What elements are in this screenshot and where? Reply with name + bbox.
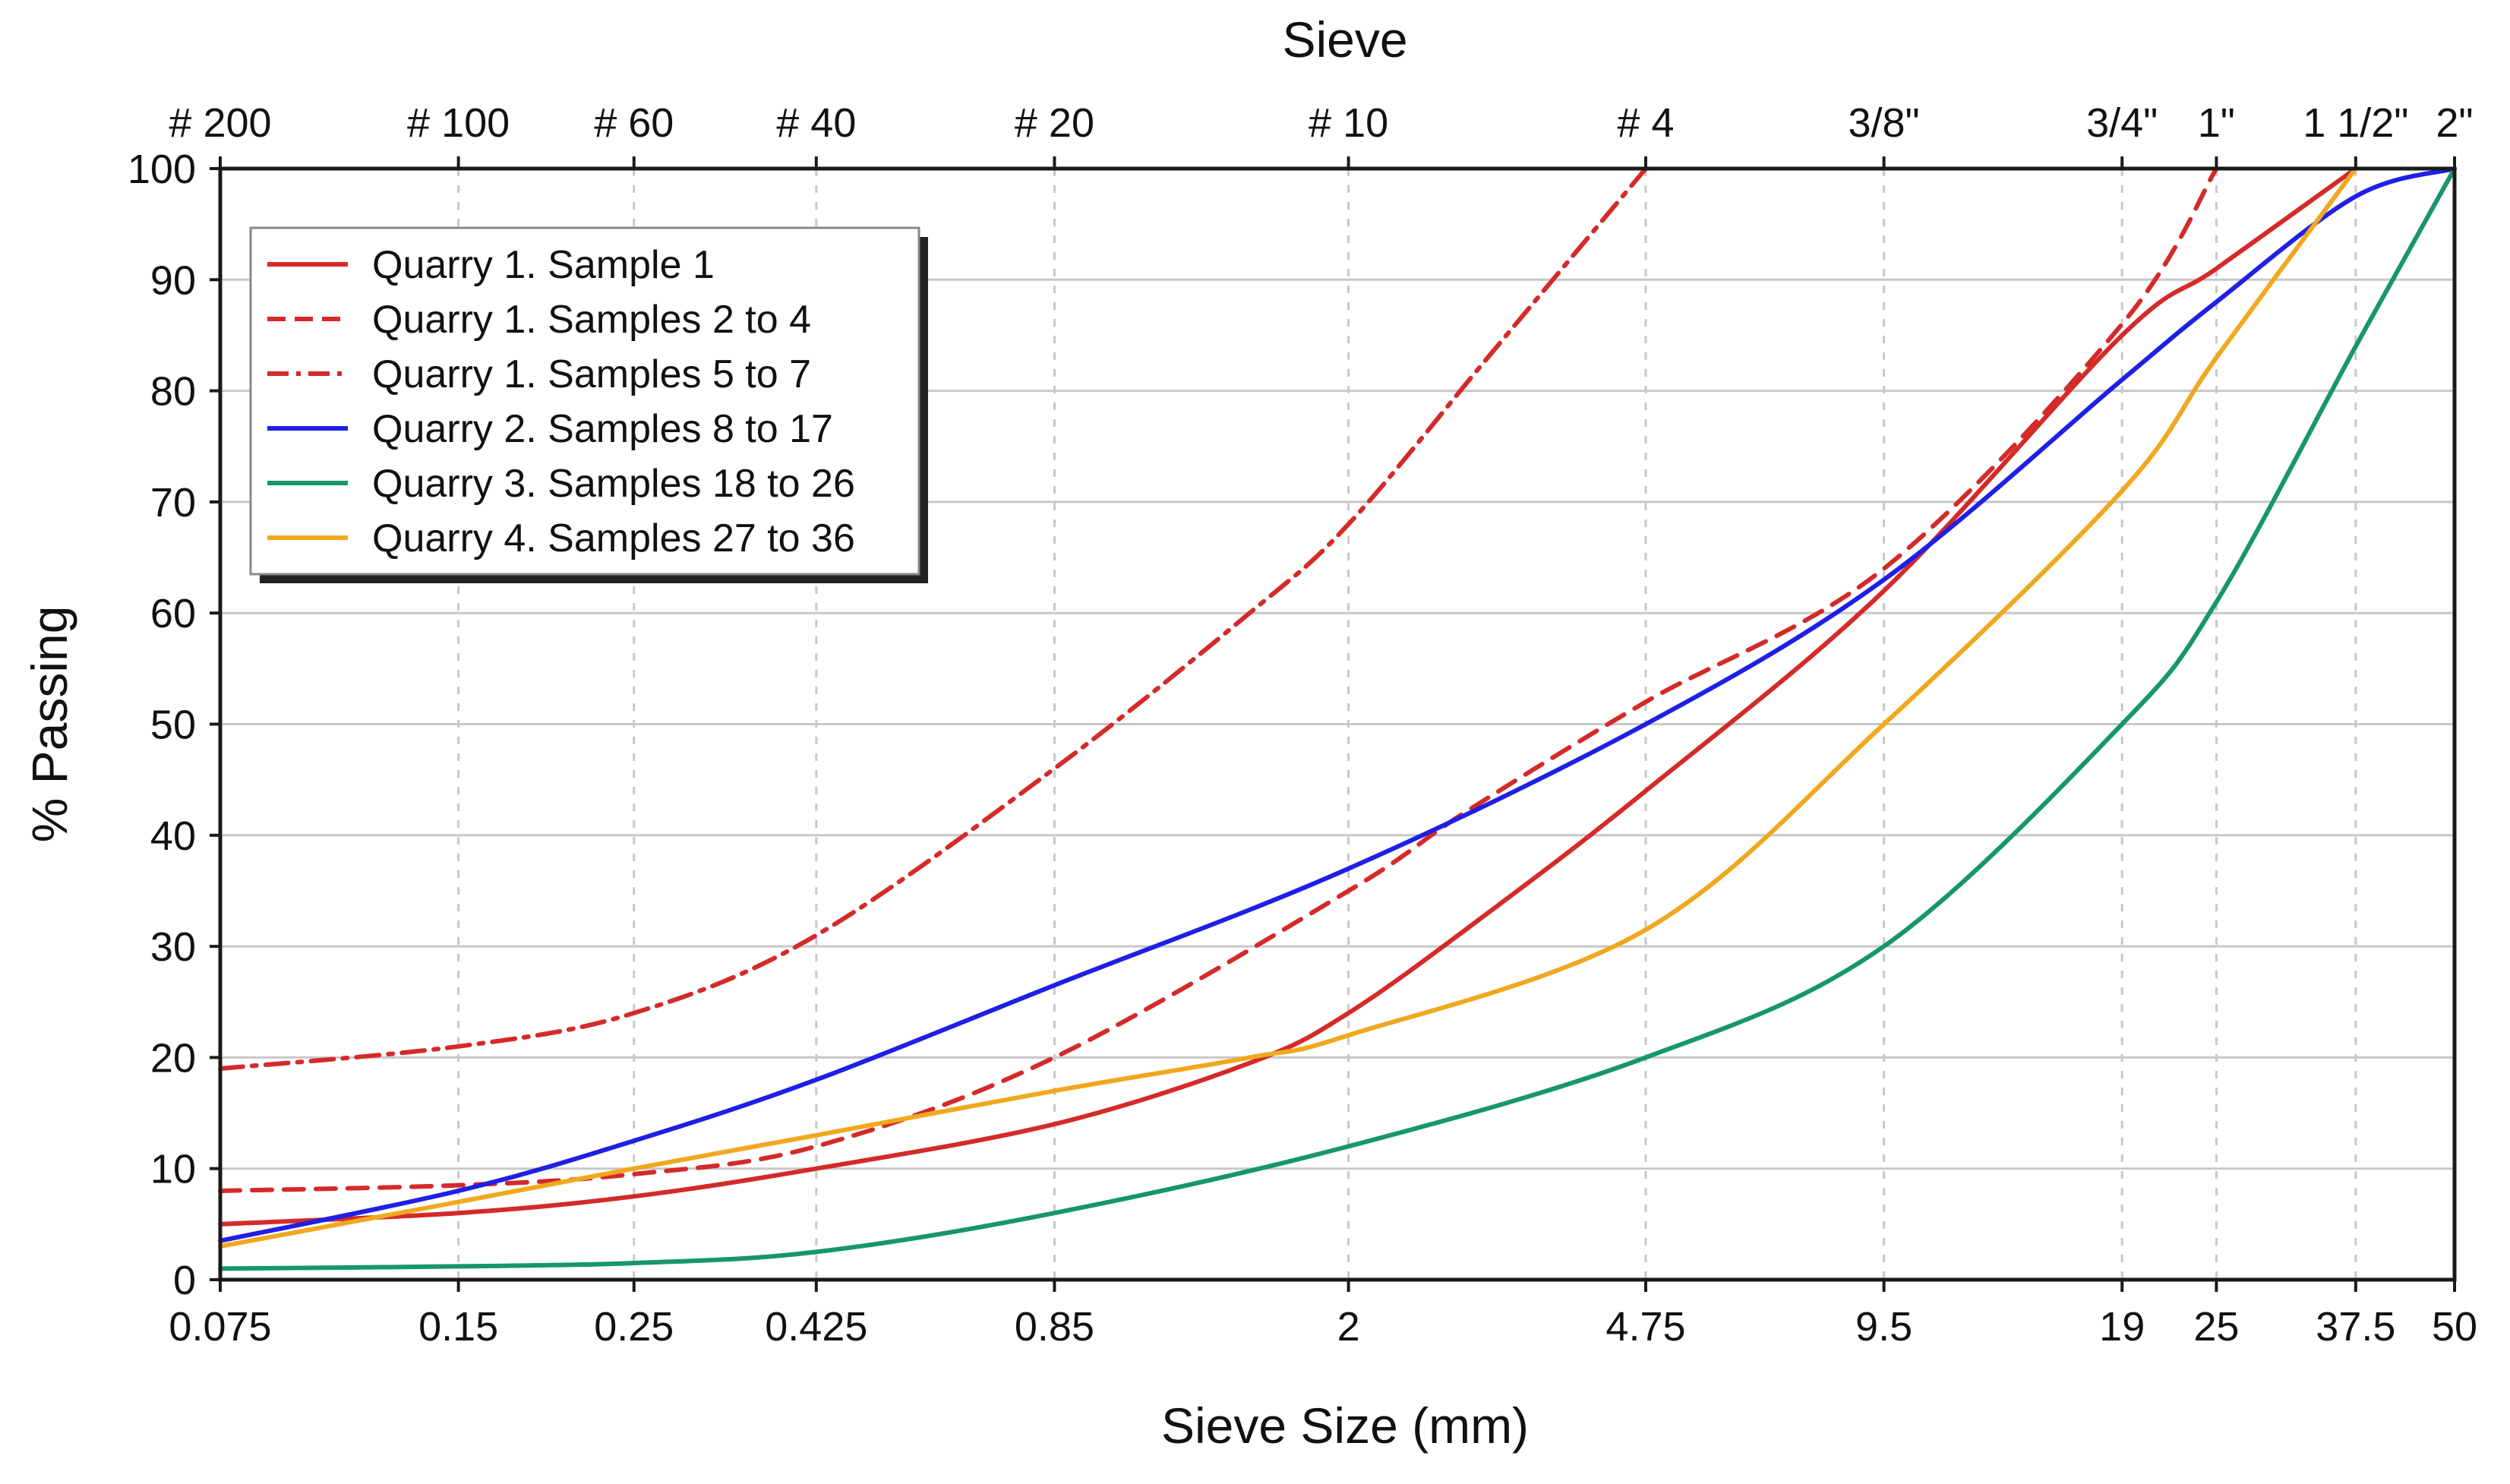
legend-label: Quarry 1. Sample 1	[372, 243, 715, 287]
top-tick-label: 2"	[2436, 100, 2473, 146]
y-tick-label: 30	[150, 924, 196, 970]
top-tick-label: # 40	[776, 100, 856, 146]
legend-label: Quarry 2. Samples 8 to 17	[372, 407, 833, 451]
top-tick-label: # 20	[1015, 100, 1094, 146]
series-line-5	[218, 166, 2457, 1271]
y-tick-label: 60	[150, 591, 196, 636]
axis-layer: 0 10 20 30 40 50 60 70 80 90 100 0.075 0.15 0.25 0.425…	[128, 100, 2477, 1350]
top-tick-label: # 100	[407, 100, 510, 146]
legend: Quarry 1. Sample 1 Quarry 1. Samples 2 to…	[249, 226, 928, 583]
y-tick-label: 40	[150, 813, 196, 859]
top-tick-label: # 60	[594, 100, 674, 146]
y-tick-label: 90	[150, 257, 196, 303]
top-tick-label: 3/8"	[1848, 100, 1919, 146]
legend-box	[249, 226, 920, 576]
y-tick-label: 0	[173, 1258, 196, 1303]
y-tick-label: 10	[150, 1147, 196, 1192]
top-tick-label: 1"	[2198, 100, 2235, 146]
top-axis-title: Sieve	[1282, 11, 1407, 68]
top-tick-label: 1 1/2"	[2303, 100, 2408, 146]
series-layer	[218, 166, 2457, 1271]
x-tick-label: 2	[1337, 1304, 1360, 1350]
x-tick-label: 19	[2099, 1304, 2145, 1350]
x-axis-title: Sieve Size (mm)	[1161, 1397, 1529, 1454]
legend-label: Quarry 3. Samples 18 to 26	[372, 462, 855, 506]
series-line-2	[218, 166, 2219, 1193]
x-tick-label: 0.25	[594, 1304, 674, 1350]
x-tick-label: 9.5	[1855, 1304, 1912, 1350]
series-line-1	[218, 166, 2358, 1227]
x-tick-label: 4.75	[1605, 1304, 1685, 1350]
x-tick-label: 37.5	[2316, 1304, 2395, 1350]
x-tick-label: 50	[2432, 1304, 2477, 1350]
legend-label: Quarry 4. Samples 27 to 36	[372, 516, 855, 560]
y-axis-title: % Passing	[21, 606, 77, 843]
x-tick-label: 25	[2193, 1304, 2239, 1350]
top-tick-label: # 200	[169, 100, 271, 146]
y-tick-label: 20	[150, 1035, 196, 1081]
series-line-6	[218, 166, 2358, 1249]
y-tick-label: 50	[150, 703, 196, 748]
legend-items: Quarry 1. Sample 1 Quarry 1. Samples 2 to…	[267, 243, 855, 560]
y-tick-label: 100	[128, 147, 196, 192]
top-tick-label: # 10	[1309, 100, 1388, 146]
top-tick-label: 3/4"	[2086, 100, 2158, 146]
x-tick-label: 0.85	[1015, 1304, 1094, 1350]
y-tick-label: 80	[150, 369, 196, 415]
y-tick-label: 70	[150, 480, 196, 526]
x-tick-label: 0.425	[765, 1304, 867, 1350]
legend-label: Quarry 1. Samples 5 to 7	[372, 352, 811, 396]
x-tick-label: 0.075	[169, 1304, 271, 1350]
x-tick-label: 0.15	[418, 1304, 498, 1350]
legend-label: Quarry 1. Samples 2 to 4	[372, 298, 811, 342]
top-tick-label: # 4	[1617, 100, 1674, 146]
series-line-4	[218, 166, 2457, 1243]
